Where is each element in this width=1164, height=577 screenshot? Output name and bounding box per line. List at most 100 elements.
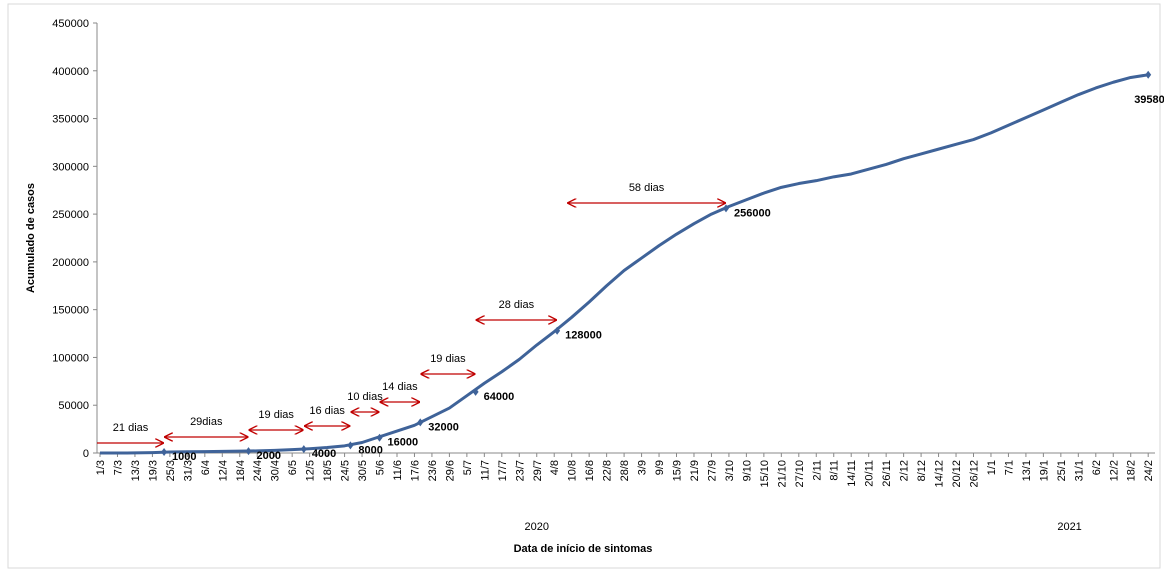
- x-tick-label: 29/6: [444, 460, 456, 481]
- x-tick-label: 20/12: [951, 460, 963, 488]
- interval-label: 19 dias: [258, 409, 294, 421]
- x-tick-label: 1/3: [95, 460, 107, 475]
- x-tick-label: 18/2: [1126, 460, 1138, 481]
- x-tick-label: 24/5: [340, 460, 352, 481]
- y-tick-label: 100000: [52, 352, 89, 364]
- milestone-label: 16000: [388, 437, 419, 449]
- x-tick-label: 12/4: [217, 460, 229, 481]
- x-tick-label: 8/11: [829, 460, 841, 481]
- x-tick-label: 21/9: [689, 460, 701, 481]
- x-tick-label: 13/3: [130, 460, 142, 481]
- x-tick-label: 30/4: [270, 460, 282, 481]
- milestone-marker: [417, 418, 424, 427]
- y-tick-label: 250000: [52, 209, 89, 221]
- milestone-label: 32000: [428, 421, 459, 433]
- x-tick-label: 30/5: [357, 460, 369, 481]
- milestone-label: 395808: [1134, 94, 1164, 106]
- x-tick-label: 11/7: [479, 460, 491, 481]
- interval-label: 14 dias: [382, 381, 418, 393]
- x-tick-label: 31/3: [182, 460, 194, 481]
- x-tick-label: 9/10: [741, 460, 753, 481]
- interval-label: 10 dias: [347, 391, 383, 403]
- x-tick-label: 3/9: [637, 460, 649, 475]
- milestone-label: 64000: [484, 391, 515, 403]
- x-tick-label: 10/8: [567, 460, 579, 481]
- x-tick-label: 18/5: [322, 460, 334, 481]
- y-tick-label: 350000: [52, 114, 89, 126]
- x-tick-label: 25/1: [1056, 460, 1068, 481]
- interval-label: 19 dias: [430, 353, 466, 365]
- milestone-marker: [554, 326, 561, 335]
- milestone-marker: [376, 433, 383, 442]
- x-tick-label: 3/10: [724, 460, 736, 481]
- y-tick-label: 150000: [52, 305, 89, 317]
- x-tick-label: 20/11: [864, 460, 876, 487]
- interval-label: 21 dias: [113, 422, 149, 434]
- x-tick-label: 11/6: [392, 460, 404, 481]
- milestone-marker: [245, 447, 252, 456]
- x-tick-label: 26/11: [881, 460, 893, 487]
- x-tick-label: 26/12: [969, 460, 981, 488]
- x-tick-label: 24/2: [1143, 460, 1155, 481]
- x-tick-label: 19/1: [1038, 460, 1050, 481]
- x-tick-label: 14/12: [934, 460, 946, 488]
- x-tick-label: 28/8: [619, 460, 631, 481]
- data-line: [100, 73, 1149, 455]
- x-tick-label: 12/5: [305, 460, 317, 481]
- milestone-label: 256000: [734, 207, 771, 219]
- x-tick-label: 14/11: [846, 460, 858, 487]
- x-tick-label: 27/10: [794, 460, 806, 488]
- interval-label: 16 dias: [309, 405, 345, 417]
- milestone-marker: [161, 448, 168, 457]
- x-axis-title: Data de início de sintomas: [514, 543, 653, 555]
- x-tick-label: 6/2: [1091, 460, 1103, 475]
- interval-label: 58 dias: [629, 182, 665, 194]
- x-tick-label: 27/9: [706, 460, 718, 481]
- y-tick-label: 50000: [58, 400, 89, 412]
- milestone-marker: [472, 387, 479, 396]
- x-tick-label: 18/4: [235, 460, 247, 481]
- interval-label: 29dias: [190, 416, 223, 428]
- y-tick-label: 300000: [52, 161, 89, 173]
- year-label: 2020: [525, 521, 549, 533]
- x-tick-label: 17/7: [497, 460, 509, 481]
- milestone-label: 1000: [172, 451, 196, 463]
- x-tick-label: 6/5: [287, 460, 299, 475]
- x-tick-label: 6/4: [200, 460, 212, 475]
- x-tick-label: 15/10: [759, 460, 771, 488]
- milestone-label: 2000: [256, 450, 280, 462]
- x-tick-label: 7/3: [112, 460, 124, 475]
- x-tick-label: 24/4: [252, 460, 264, 481]
- x-tick-label: 15/9: [672, 460, 684, 481]
- x-tick-label: 13/1: [1021, 460, 1033, 481]
- milestone-label: 128000: [565, 330, 602, 342]
- y-tick-label: 400000: [52, 66, 89, 78]
- x-tick-label: 2/12: [899, 460, 911, 481]
- x-tick-label: 5/7: [462, 460, 474, 475]
- x-tick-label: 23/7: [514, 460, 526, 481]
- x-tick-label: 16/8: [584, 460, 596, 481]
- x-tick-label: 23/6: [427, 460, 439, 481]
- x-tick-label: 25/3: [165, 460, 177, 481]
- x-tick-label: 17/6: [409, 460, 421, 481]
- x-tick-label: 4/8: [549, 460, 561, 475]
- x-tick-label: 7/1: [1003, 460, 1015, 475]
- x-tick-label: 21/10: [776, 460, 788, 488]
- y-tick-label: 200000: [52, 257, 89, 269]
- x-tick-label: 22/8: [602, 460, 614, 481]
- x-tick-label: 8/12: [916, 460, 928, 481]
- chart-frame: [7, 3, 1161, 569]
- x-tick-label: 1/1: [986, 460, 998, 475]
- milestone-label: 8000: [358, 444, 382, 456]
- x-tick-label: 31/1: [1073, 460, 1085, 481]
- milestone-marker: [300, 445, 307, 454]
- milestone-label: 4000: [312, 448, 336, 460]
- milestone-marker: [1145, 70, 1152, 79]
- interval-label: 28 dias: [499, 299, 535, 311]
- x-tick-label: 2/11: [811, 460, 823, 481]
- x-tick-label: 19/3: [147, 460, 159, 481]
- y-tick-label: 0: [83, 448, 89, 460]
- x-tick-label: 12/2: [1108, 460, 1120, 481]
